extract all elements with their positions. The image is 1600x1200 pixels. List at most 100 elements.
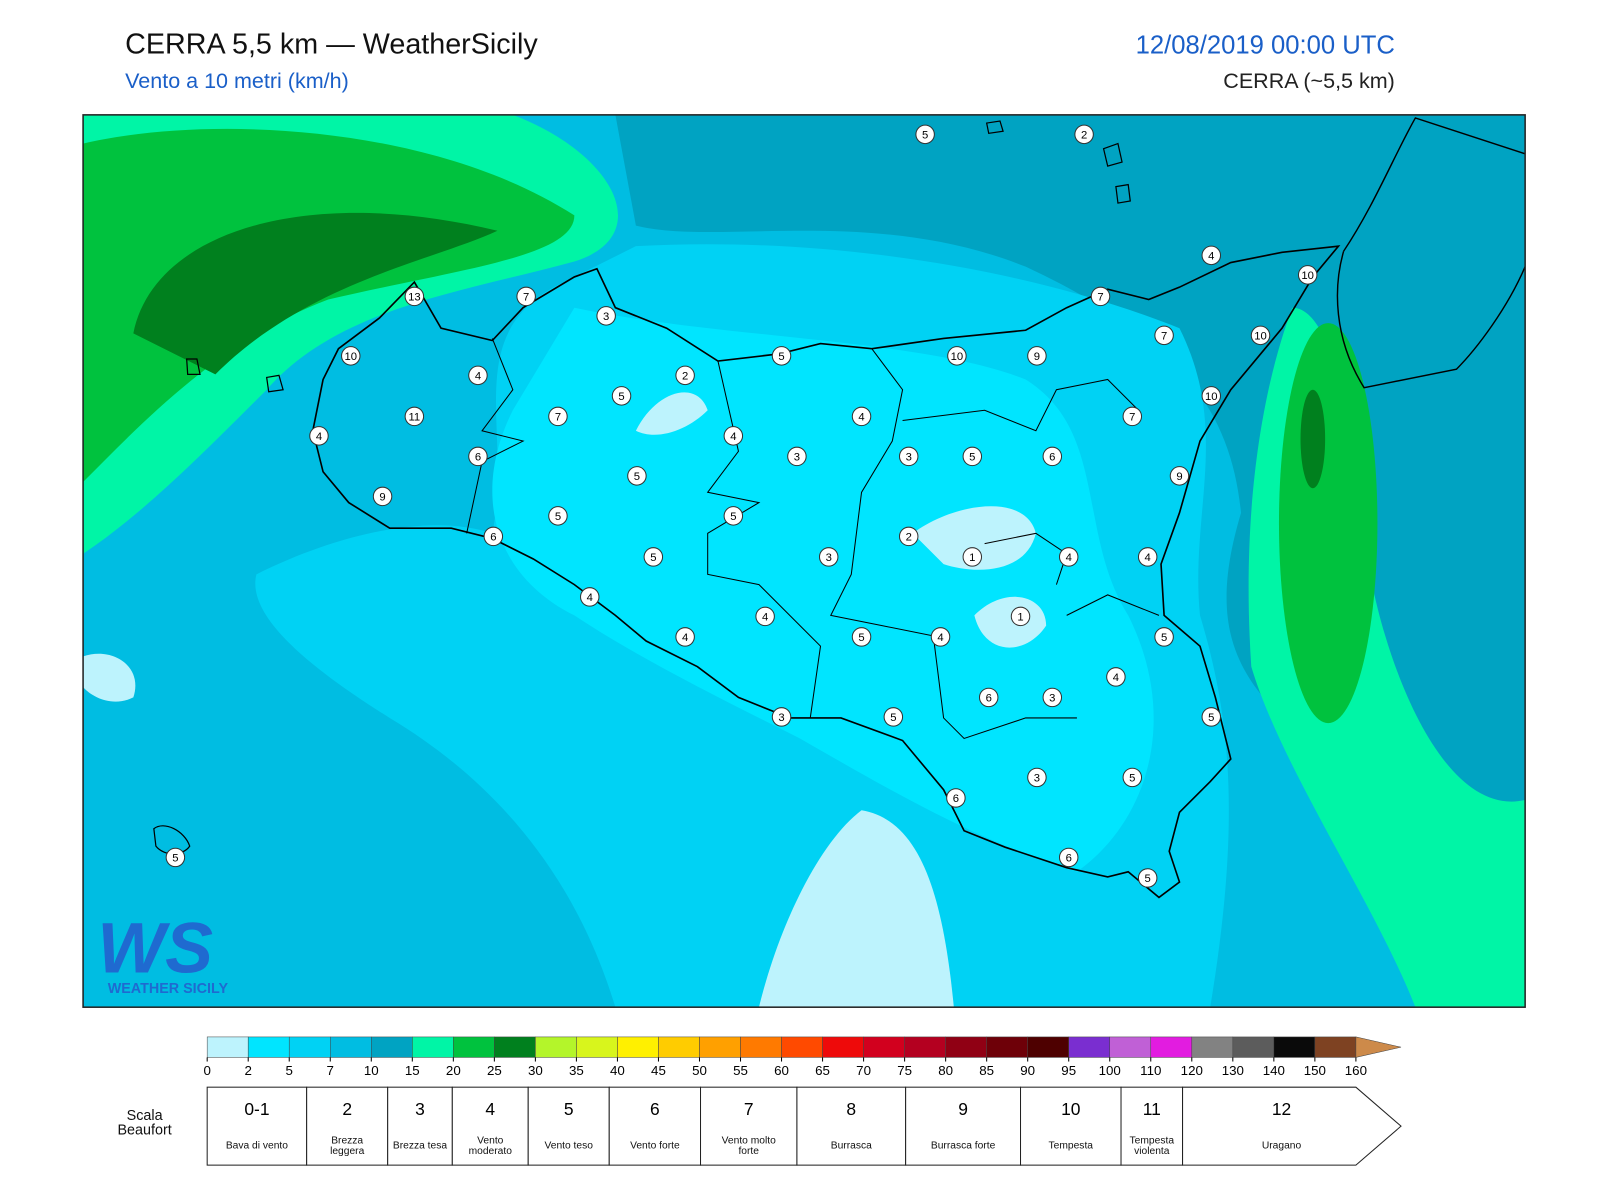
station-value: 5 [1129, 773, 1135, 785]
colorbar-box [535, 1036, 577, 1058]
colorbar-tick-label: 90 [1020, 1063, 1035, 1078]
station-value: 6 [1049, 452, 1055, 464]
beaufort-name: Burrasca [830, 1140, 872, 1152]
beaufort-force: 0-1 [244, 1099, 269, 1119]
field-0-2 [83, 653, 136, 702]
colorbar-box [740, 1036, 782, 1058]
colorbar-tick-label: 7 [327, 1063, 334, 1078]
station-value: 10 [1301, 270, 1314, 282]
station-value: 5 [969, 452, 975, 464]
station-marker [675, 627, 695, 647]
colorbar-tick-label: 2 [244, 1063, 251, 1078]
beaufort-name: Brezza tesa [392, 1140, 448, 1152]
station-marker [483, 526, 504, 547]
station-value: 3 [906, 452, 912, 464]
station-marker [947, 346, 967, 366]
station-value: 3 [794, 452, 800, 464]
colorbar-tick-label: 85 [979, 1063, 994, 1078]
station-value: 2 [906, 532, 912, 544]
station-value: 4 [316, 431, 322, 443]
station-value: 4 [587, 592, 593, 604]
beaufort-name: Vento forte [630, 1140, 680, 1152]
beaufort-name-box: Vento moderato [468, 1135, 512, 1157]
beaufort-name: Vento molto forte [721, 1135, 776, 1157]
colorbar-box [781, 1036, 823, 1058]
station-value: 7 [1097, 292, 1103, 304]
station-value: 5 [555, 511, 561, 523]
station-marker [1201, 245, 1222, 266]
beaufort-name-box: Burrasca forte [931, 1141, 995, 1151]
colorbar-box [945, 1036, 987, 1058]
station-value: 4 [762, 612, 768, 624]
colorbar-box [658, 1036, 700, 1058]
station-marker [930, 627, 951, 647]
station-marker [962, 547, 983, 567]
station-marker [1027, 346, 1047, 366]
beaufort-cell [387, 1086, 453, 1166]
station-value: 10 [345, 351, 358, 363]
station-marker [962, 446, 983, 467]
station-marker [978, 687, 999, 708]
station-marker [723, 506, 744, 526]
station-value: 5 [1208, 712, 1214, 724]
station-marker [1042, 446, 1063, 467]
beaufort-name-box: Burrasca [830, 1140, 872, 1152]
beaufort-name: Vento moderato [468, 1135, 512, 1157]
station-value: 4 [1066, 552, 1072, 564]
station-marker [548, 506, 568, 526]
colorbar-box [1027, 1036, 1069, 1058]
station-value: 6 [953, 793, 959, 805]
station-marker [596, 306, 616, 326]
beaufort-name-box: Vento forte [630, 1140, 680, 1152]
colorbar-box [412, 1036, 454, 1058]
colorbar-box [371, 1036, 413, 1058]
station-value: 5 [858, 632, 864, 644]
colorbar-tick-label: 70 [856, 1063, 871, 1078]
station-value: 6 [986, 693, 992, 705]
colorbar-box [288, 1036, 331, 1058]
station-value: 5 [778, 351, 784, 363]
beaufort-name: Tempesta violenta [1129, 1135, 1175, 1157]
station-value: 7 [555, 412, 561, 424]
beaufort-name: Tempesta [1048, 1140, 1093, 1152]
beaufort-scale: Scala Beaufort 0-1 Bava di vento 2 Brezza le… [117, 1086, 1402, 1166]
beaufort-cell [796, 1086, 907, 1166]
station-value: 9 [1176, 471, 1182, 483]
beaufort-cell [306, 1086, 389, 1166]
station-marker [723, 426, 744, 446]
beaufort-cell [608, 1086, 702, 1166]
station-marker [548, 406, 568, 427]
station-marker [1122, 406, 1143, 427]
station-marker [580, 587, 600, 607]
station-marker [818, 547, 839, 567]
station-marker [898, 526, 919, 547]
station-value: 5 [172, 853, 178, 865]
station-value: 5 [650, 552, 656, 564]
calabria-coastline [1336, 117, 1526, 389]
beaufort-force: 5 [564, 1099, 574, 1119]
colorbar-tick-label: 5 [286, 1063, 293, 1078]
colorbar-tick-label: 55 [733, 1063, 748, 1078]
beaufort-label-box: Scala Beaufort [117, 1108, 171, 1137]
colorbar-box [494, 1036, 536, 1058]
station-marker [787, 446, 807, 467]
colorbar-box [1314, 1036, 1357, 1058]
province-borders [466, 338, 1160, 740]
station-value: 4 [1113, 672, 1119, 684]
colorbar-tick-label: 120 [1181, 1063, 1203, 1078]
station-marker [1090, 286, 1111, 307]
field-0-2 [635, 392, 1047, 648]
station-value: 9 [379, 492, 385, 504]
station-marker [341, 346, 361, 366]
sicily-coastline [311, 245, 1341, 899]
colorbar-tick-label: 35 [569, 1063, 584, 1078]
beaufort-name-box: Uragano [1262, 1141, 1301, 1151]
field-20-25 [1278, 323, 1378, 724]
colorbar-tick-label: 95 [1061, 1063, 1076, 1078]
station-marker [468, 446, 488, 467]
station-marker [1074, 124, 1094, 145]
beaufort-name: Bava di vento [225, 1140, 288, 1152]
station-value: 7 [1161, 330, 1167, 342]
